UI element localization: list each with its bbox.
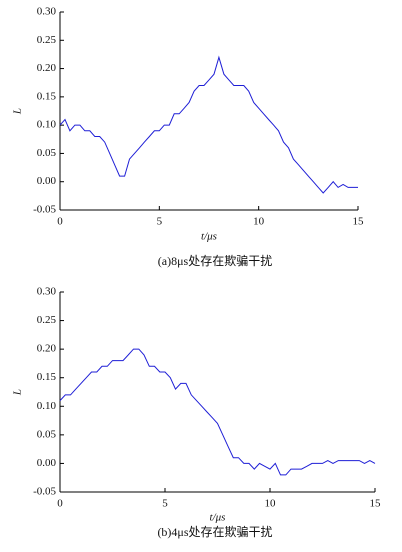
y-tick-label: 0.05 <box>37 428 57 440</box>
y-tick-label: 0.30 <box>37 6 57 18</box>
x-tick-label: 10 <box>265 498 277 510</box>
y-tick-label: 0.10 <box>37 119 57 131</box>
y-tick-label: 0.05 <box>37 147 57 159</box>
y-tick-label: 0.15 <box>37 371 57 383</box>
y-tick-label: 0.30 <box>37 286 57 298</box>
x-tick-label: 15 <box>353 216 365 228</box>
data-line <box>59 55 358 194</box>
caption: (b)4μs处存在欺骗干扰 <box>157 524 272 539</box>
x-tick-label: 5 <box>162 498 168 510</box>
y-tick-label: 0.20 <box>37 343 57 355</box>
y-tick-label: 0.20 <box>37 62 57 74</box>
x-tick-label: 0 <box>57 498 63 510</box>
y-axis-label: L <box>12 389 24 396</box>
y-axis-label: L <box>12 108 24 115</box>
caption: (a)8μs处存在欺骗干扰 <box>158 253 272 268</box>
x-tick-label: 15 <box>370 498 382 510</box>
y-tick-label: 0.25 <box>37 314 57 326</box>
x-axis-label: t/μs <box>201 231 217 243</box>
x-tick-label: 5 <box>157 216 163 228</box>
y-tick-label: -0.05 <box>33 486 56 498</box>
x-axis-label: t/μs <box>210 512 226 524</box>
y-tick-label: -0.05 <box>33 204 56 216</box>
x-tick-label: 0 <box>57 216 63 228</box>
y-tick-label: 0.15 <box>37 90 57 102</box>
y-tick-label: 0.10 <box>37 400 57 412</box>
y-tick-label: 0.00 <box>37 175 57 187</box>
data-line <box>59 348 376 476</box>
y-tick-label: 0.00 <box>37 457 57 469</box>
y-tick-label: 0.25 <box>37 34 57 46</box>
x-tick-label: 10 <box>253 216 265 228</box>
